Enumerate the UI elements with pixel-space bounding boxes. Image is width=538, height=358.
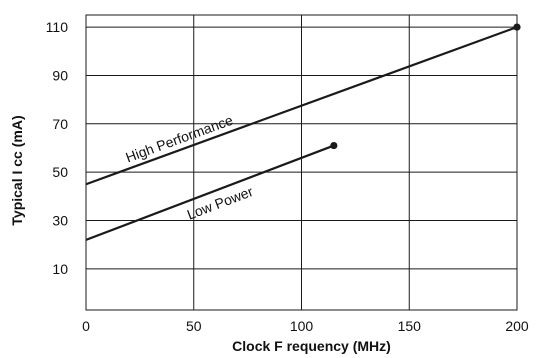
y-tick-label: 50 xyxy=(52,164,68,180)
y-tick-label: 110 xyxy=(46,19,69,35)
x-tick-label: 150 xyxy=(398,318,422,334)
series-line xyxy=(85,144,335,241)
plot-frame xyxy=(85,14,518,311)
y-tick-label: 70 xyxy=(52,116,68,132)
x-tick-label: 50 xyxy=(186,318,202,334)
x-tick-label: 200 xyxy=(505,318,529,334)
series-end-point xyxy=(330,141,338,150)
grid xyxy=(86,15,517,310)
y-tick-label: 30 xyxy=(52,213,68,229)
x-tick-labels: 0 50 100 150 200 xyxy=(82,318,529,334)
series-end-point xyxy=(513,23,521,31)
x-tick-label: 0 xyxy=(82,318,90,334)
series-line xyxy=(85,26,518,186)
y-tick-label: 10 xyxy=(52,261,68,277)
y-tick-label: 90 xyxy=(52,67,68,83)
y-axis-title: Typical I cc (mA) xyxy=(9,115,25,225)
y-tick-labels: 10 30 50 70 90 110 xyxy=(46,19,69,277)
x-axis-title: Clock F requency (MHz) xyxy=(232,338,391,354)
x-tick-label: 100 xyxy=(290,318,314,334)
series-label: High Performance xyxy=(123,112,235,166)
